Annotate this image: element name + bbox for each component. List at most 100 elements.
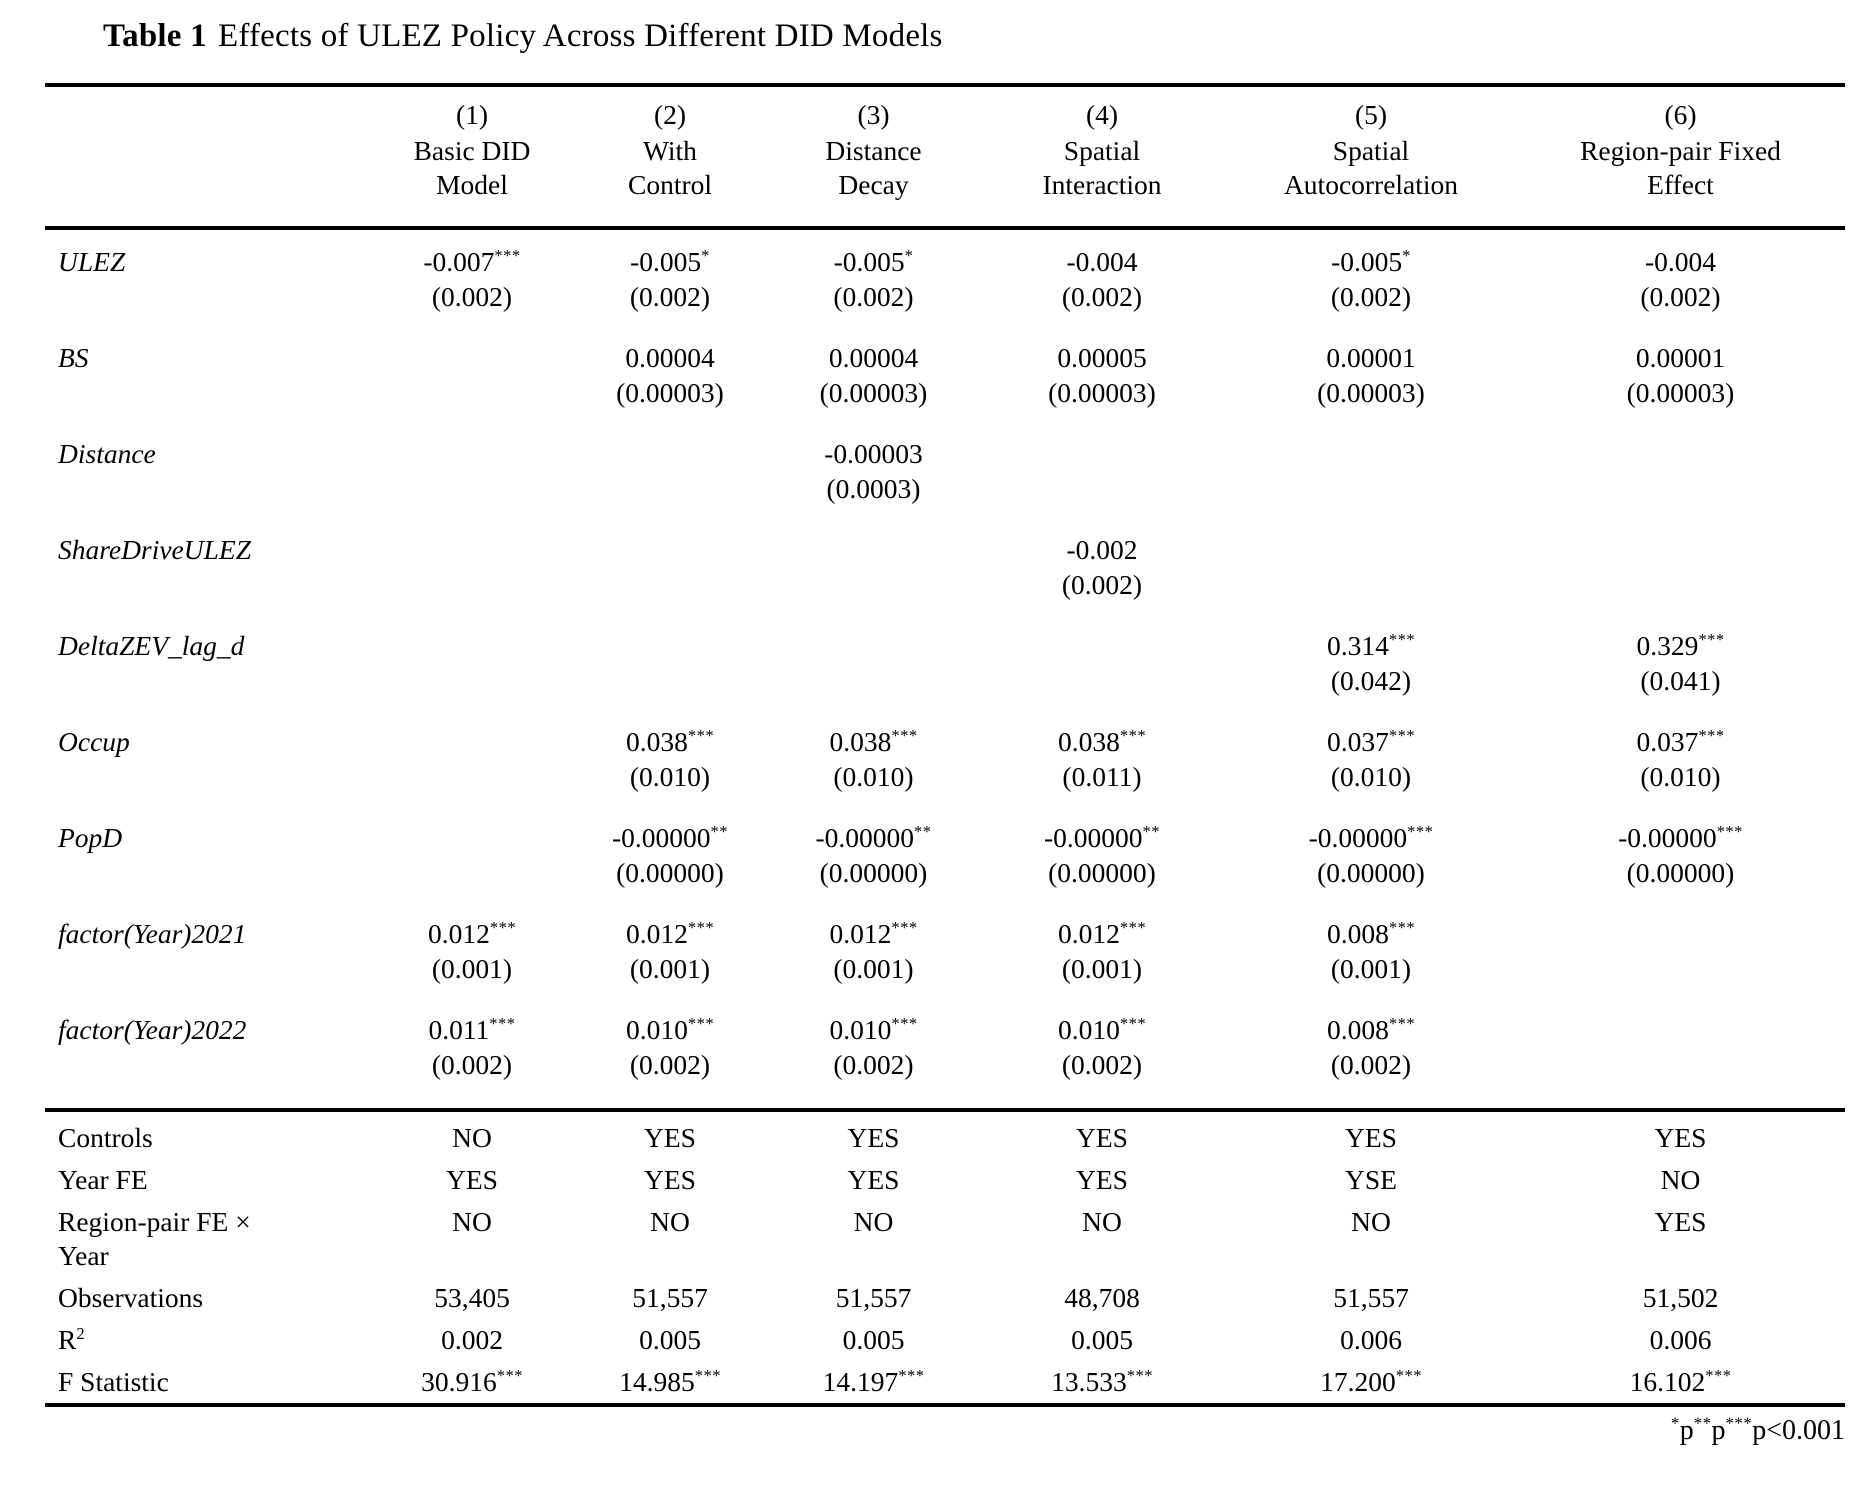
coefficient-line: -0.005*	[571, 244, 769, 279]
coefficient-line: -0.004	[978, 244, 1226, 279]
two-star-label: p	[1711, 1415, 1726, 1446]
standard-error: (0.002)	[833, 281, 914, 312]
row-label: ShareDriveULEZ	[58, 534, 251, 565]
coefficient-line: 0.038***	[978, 724, 1226, 759]
coefficient-value: 0.012	[1057, 918, 1120, 949]
standard-error: (0.00003)	[1317, 377, 1425, 408]
coefficient-value: 0.012	[829, 918, 892, 949]
stat-value: YES	[1654, 1206, 1707, 1237]
coefficient-line: 0.037***	[1516, 724, 1845, 759]
coef-cell: 0.012*** (0.001)	[571, 916, 769, 1012]
standard-error: (0.002)	[629, 281, 711, 312]
coefficient-line: 0.010***	[978, 1012, 1226, 1047]
coefficient-value: 0.038	[625, 726, 688, 757]
coef-cell	[1516, 916, 1845, 1012]
stat-value: NO	[1351, 1206, 1391, 1237]
standard-error: (0.0003)	[826, 473, 921, 504]
stat-value: NO	[452, 1206, 492, 1237]
coef-cell	[571, 436, 769, 532]
coef-cell: 0.00005 (0.00003)	[978, 340, 1226, 436]
coef-cell: -0.00000** (0.00000)	[571, 820, 769, 916]
stat-value: 0.006	[1340, 1324, 1402, 1355]
significance-note: *p**p***p<0.001	[45, 1414, 1845, 1448]
coef-cell: 0.00001 (0.00003)	[1226, 340, 1516, 436]
significance-stars: ***	[1698, 725, 1725, 745]
coef-cell: -0.00000** (0.00000)	[978, 820, 1226, 916]
significance-stars: ***	[1126, 1365, 1153, 1385]
coef-cell	[373, 628, 571, 724]
stat-value: 14.197	[822, 1366, 899, 1397]
row-label-cell: factor(Year)2021	[45, 916, 373, 1012]
coef-cell: 0.00004 (0.00003)	[769, 340, 978, 436]
table-row: BS 0.00004 (0.00003) 0.00004 (0.00003) 0.0000…	[45, 340, 1845, 436]
row-label: DeltaZEV_lag_d	[58, 630, 245, 661]
coefficient-value: 0.037	[1636, 726, 1699, 757]
row-label: PopD	[58, 822, 123, 853]
coefficient-line: 0.00005	[978, 340, 1226, 375]
coefficient-value: 0.038	[1057, 726, 1120, 757]
standard-error: (0.001)	[629, 953, 711, 984]
stat-value: YES	[644, 1164, 696, 1195]
coef-cell: 0.008*** (0.001)	[1226, 916, 1516, 1012]
coefficient-value: 0.012	[625, 918, 688, 949]
significance-stars: ***	[1407, 821, 1434, 841]
coefficient-value: 0.329	[1636, 630, 1699, 661]
significance-stars: ***	[494, 245, 521, 265]
coef-cell	[373, 724, 571, 820]
coef-cell	[1516, 436, 1845, 532]
significance-stars: ***	[694, 1365, 721, 1385]
coefficient-value: -0.00000	[815, 822, 915, 853]
stat-value: YES	[446, 1164, 498, 1195]
coefficient-line: 0.314***	[1226, 628, 1516, 663]
stat-value: 51,557	[835, 1282, 912, 1313]
standard-error: (0.010)	[833, 761, 914, 792]
column-label: Basic DID Model	[413, 135, 531, 200]
row-label-cell: BS	[45, 340, 373, 436]
coefficient-line: 0.012***	[978, 916, 1226, 951]
coefficient-line: 0.012***	[769, 916, 978, 951]
coef-cell	[373, 340, 571, 436]
coef-cell	[571, 628, 769, 724]
significance-stars: ***	[1119, 1013, 1147, 1033]
coefficient-line: 0.00004	[571, 340, 769, 375]
regression-table: (1) (2) (3) (4) (5) (6) Basic DID Model With Co…	[45, 83, 1845, 1407]
standard-error: (0.002)	[1061, 569, 1143, 600]
table-row: Region-pair FE × Year NO NO NO NO NO YES	[45, 1201, 1845, 1277]
standard-error: (0.041)	[1640, 665, 1721, 696]
coef-cell: -0.004 (0.002)	[978, 228, 1226, 340]
stat-label: Observations	[58, 1282, 204, 1313]
coef-cell: 0.011*** (0.002)	[373, 1012, 571, 1110]
coefficient-value: -0.00000	[1618, 822, 1717, 853]
standard-error: (0.011)	[1062, 761, 1142, 792]
significance-stars: ***	[1388, 629, 1416, 649]
stat-label-superscript: 2	[76, 1323, 86, 1343]
stat-cell: 14.197***	[769, 1361, 978, 1405]
standard-error: (0.00000)	[819, 857, 928, 888]
table-title-text: Effects of ULEZ Policy Across Different …	[218, 18, 943, 54]
coef-cell	[769, 628, 978, 724]
coefficient-line: 0.008***	[1226, 1012, 1516, 1047]
significance-stars: ***	[1388, 725, 1416, 745]
coef-cell: -0.00000** (0.00000)	[769, 820, 978, 916]
table-row: ShareDriveULEZ -0.002 (0.002)	[45, 532, 1845, 628]
stat-value: NO	[853, 1206, 894, 1237]
header-spacer	[45, 85, 373, 134]
coefficient-line: -0.005*	[1226, 244, 1516, 279]
stat-value: 30.916	[421, 1366, 497, 1397]
standard-error: (0.002)	[1640, 281, 1721, 312]
coefficient-line: -0.00000**	[978, 820, 1226, 855]
stat-cell: 17.200***	[1226, 1361, 1516, 1405]
standard-error: (0.002)	[833, 1049, 914, 1080]
stat-label: Year FE	[58, 1164, 148, 1195]
stat-value: NO	[1660, 1164, 1701, 1195]
significance-stars: ***	[1705, 1365, 1732, 1385]
significance-stars: ***	[1388, 1013, 1416, 1033]
stat-label-cell: Year FE	[45, 1159, 373, 1201]
coefficient-line: -0.00000***	[1226, 820, 1516, 855]
coef-cell: 0.00001 (0.00003)	[1516, 340, 1845, 436]
coef-cell: 0.012*** (0.001)	[769, 916, 978, 1012]
significance-stars: *	[904, 245, 914, 265]
coefficient-value: 0.314	[1326, 630, 1389, 661]
significance-stars: **	[914, 821, 932, 841]
stat-value: YES	[1076, 1164, 1128, 1195]
